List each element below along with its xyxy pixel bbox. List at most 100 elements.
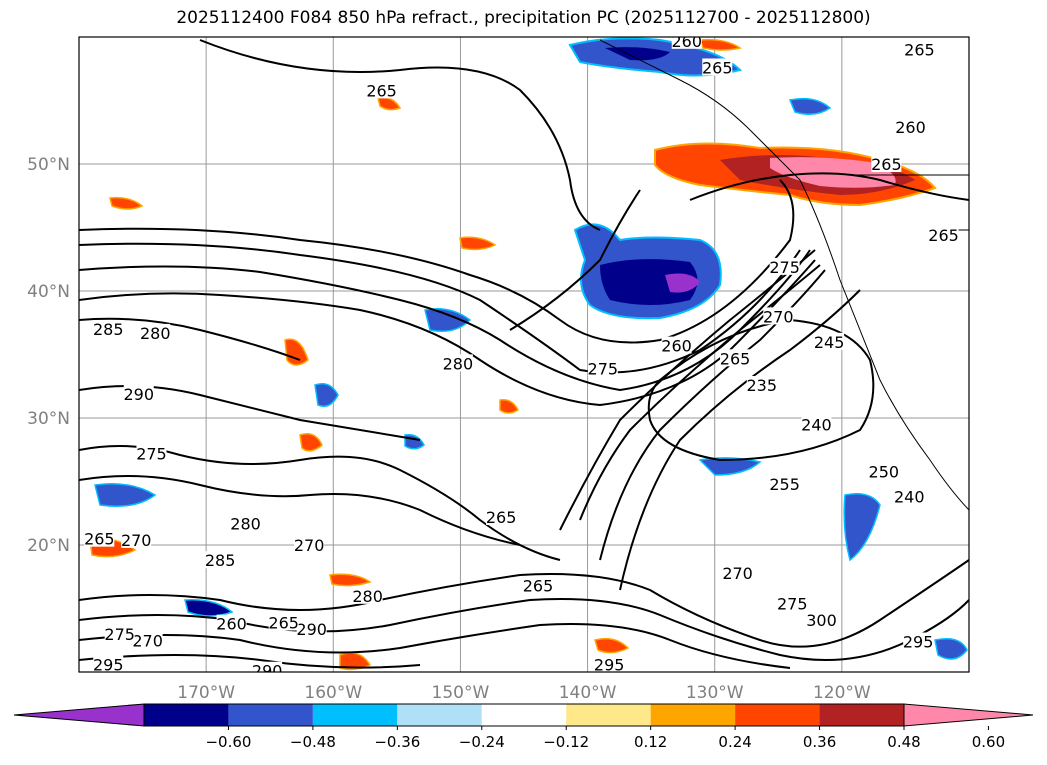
- colorbar-tick-label: −0.48: [290, 733, 336, 751]
- contour-line: [79, 559, 969, 648]
- colorbar-segment: [397, 704, 482, 726]
- contour-line: [79, 623, 791, 669]
- contour-label-bg: [806, 610, 837, 628]
- contour-line: [79, 242, 801, 374]
- contour-label: 265: [268, 613, 299, 632]
- contour-label: 290: [123, 385, 154, 404]
- y-axis: 20°N 30°N 40°N 50°N: [27, 155, 70, 556]
- colorbar-tick-label: −0.24: [459, 733, 505, 751]
- contour-label-bg: [366, 81, 397, 99]
- precip-blob-small-19: [499, 398, 519, 414]
- contour-label: 270: [294, 536, 325, 555]
- y-tick-label: 20°N: [27, 536, 70, 556]
- contour-label: 285: [205, 551, 236, 570]
- contour-label: 240: [801, 415, 832, 434]
- contour-label-bg: [93, 655, 124, 672]
- colorbar-segment: [228, 704, 313, 726]
- x-tick-label: 120°W: [813, 683, 871, 703]
- x-axis: 170°W 160°W 150°W 140°W 130°W 120°W: [177, 683, 871, 703]
- contour-label: 275: [588, 359, 619, 378]
- contour-label: 295: [903, 633, 934, 652]
- contour-label: 270: [722, 564, 753, 583]
- precip-blob-small-7: [184, 599, 234, 617]
- contour-label: 260: [216, 615, 247, 634]
- contour-label: 290: [252, 662, 283, 681]
- contour-label: 270: [132, 631, 163, 650]
- contour-label-bg: [871, 155, 902, 172]
- contour-label: 265: [523, 577, 554, 596]
- contour-label-bg: [84, 529, 115, 547]
- contour-line: [79, 654, 421, 669]
- contour-label: 260: [661, 337, 692, 356]
- precip-blob-midpac-core: [600, 259, 698, 305]
- contour-label-bg: [769, 475, 800, 493]
- contour-label: 295: [594, 655, 625, 674]
- contour-label-bg: [252, 661, 283, 672]
- contour-label-bg: [814, 332, 845, 350]
- precip-blob-small-18: [698, 38, 742, 51]
- colorbar-tick-label: −0.36: [374, 733, 420, 751]
- colorbar-segment: [566, 704, 651, 726]
- x-tick-label: 140°W: [559, 683, 617, 703]
- precip-blob-small-13: [329, 573, 372, 587]
- precip-blob-small-17: [594, 637, 630, 654]
- contour-label-bg: [104, 624, 135, 642]
- x-tick-label: 130°W: [686, 683, 744, 703]
- contour-line: [689, 172, 969, 201]
- colorbar-segment: [312, 704, 398, 726]
- precip-blob-small-16: [109, 196, 144, 210]
- contour-label: 275: [104, 625, 135, 644]
- contour-label-bg: [895, 118, 926, 136]
- contour-label: 265: [904, 41, 935, 60]
- precip-blob-small-5: [934, 638, 968, 660]
- precip-blob-small-8: [314, 383, 339, 407]
- contour-label-bg: [216, 614, 247, 632]
- contour-label: 275: [769, 258, 800, 277]
- contour-label-bg: [746, 375, 777, 393]
- colorbar-segment: [481, 704, 567, 726]
- contour-label-bg: [587, 359, 618, 377]
- contour-label: 290: [296, 620, 327, 639]
- contour-label: 270: [121, 531, 152, 550]
- colorbar: −0.60 −0.48 −0.36 −0.24 −0.12 0.12 0.24 0.36 0.4…: [13, 703, 1034, 751]
- colorbar-frame: [143, 703, 905, 727]
- contour-label: 275: [777, 594, 808, 613]
- colorbar-segment: [735, 704, 820, 726]
- contour-label: 275: [136, 445, 167, 464]
- coastline-path: [599, 39, 969, 511]
- contour-label: 235: [746, 376, 777, 395]
- contour-label-bg: [894, 487, 925, 505]
- contour-label-bg: [661, 336, 692, 354]
- contour-label: 300: [806, 611, 837, 630]
- contour-label: 295: [93, 655, 124, 674]
- colorbar-tick-label: −0.12: [543, 733, 589, 751]
- y-tick-label: 40°N: [27, 282, 70, 302]
- contour-label-bg: [296, 619, 327, 637]
- contour-label-bg: [868, 462, 899, 480]
- precip-blob-small-4: [843, 493, 881, 562]
- contour-label-bg: [230, 514, 261, 532]
- y-tick-label: 50°N: [27, 155, 70, 175]
- contour-label-bg: [904, 40, 935, 58]
- contour-label-bg: [928, 226, 959, 244]
- colorbar-tick-label: −0.60: [205, 733, 251, 751]
- precip-blob-midpac-peak: [665, 273, 700, 293]
- colorbar-segment: [819, 704, 904, 726]
- contour-label: 265: [720, 349, 751, 368]
- contour-label-bg: [722, 563, 753, 581]
- contour-label-bg: [777, 594, 808, 612]
- plot-frame: [78, 36, 970, 673]
- contour-label: 240: [894, 488, 925, 507]
- contour-label-bg: [903, 632, 934, 650]
- contour-label: 250: [869, 462, 900, 481]
- contour-label-bg: [93, 320, 124, 338]
- precip-blob-small-10: [459, 236, 497, 251]
- contour-label-bg: [769, 257, 800, 275]
- precip-blob-small-2: [698, 457, 762, 476]
- colorbar-extend-high: [903, 703, 1034, 727]
- contour-label: 245: [814, 333, 845, 352]
- contour-label-bg: [352, 586, 383, 604]
- contour-label-bg: [522, 576, 553, 594]
- contour-label-bg: [268, 613, 299, 631]
